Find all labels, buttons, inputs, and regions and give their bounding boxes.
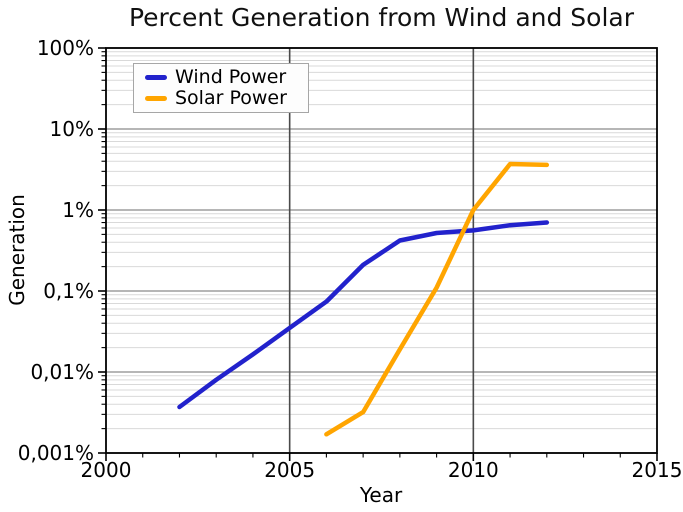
legend-item-wind: Wind Power bbox=[145, 68, 302, 87]
x-tick-label: 2005 bbox=[264, 458, 315, 482]
solar-power-line bbox=[324, 161, 550, 437]
plot-border bbox=[105, 47, 658, 454]
y-tick-label: 10% bbox=[50, 117, 94, 141]
x-tick-label: 2010 bbox=[448, 458, 499, 482]
y-tick-label: 0,01% bbox=[30, 360, 94, 384]
y-tick-label: 0,001% bbox=[18, 441, 94, 465]
solar-line-swatch bbox=[145, 96, 167, 101]
x-tick-label: 2000 bbox=[81, 458, 132, 482]
y-tick-label: 0,1% bbox=[43, 279, 94, 303]
legend-item-solar: Solar Power bbox=[145, 89, 302, 108]
wind-line-swatch bbox=[145, 75, 167, 80]
chart-title: Percent Generation from Wind and Solar bbox=[128, 3, 635, 32]
legend-label-wind: Wind Power bbox=[175, 66, 287, 88]
y-tick-label: 1% bbox=[62, 198, 94, 222]
legend-label-solar: Solar Power bbox=[175, 87, 287, 109]
y-tick-label: 100% bbox=[37, 36, 94, 60]
wind-power-line bbox=[177, 220, 550, 410]
legend: Wind Power Solar Power bbox=[133, 63, 309, 113]
x-axis-label: Year bbox=[359, 483, 403, 507]
x-tick-label: 2015 bbox=[632, 458, 683, 482]
y-axis-label: Generation bbox=[5, 194, 29, 306]
